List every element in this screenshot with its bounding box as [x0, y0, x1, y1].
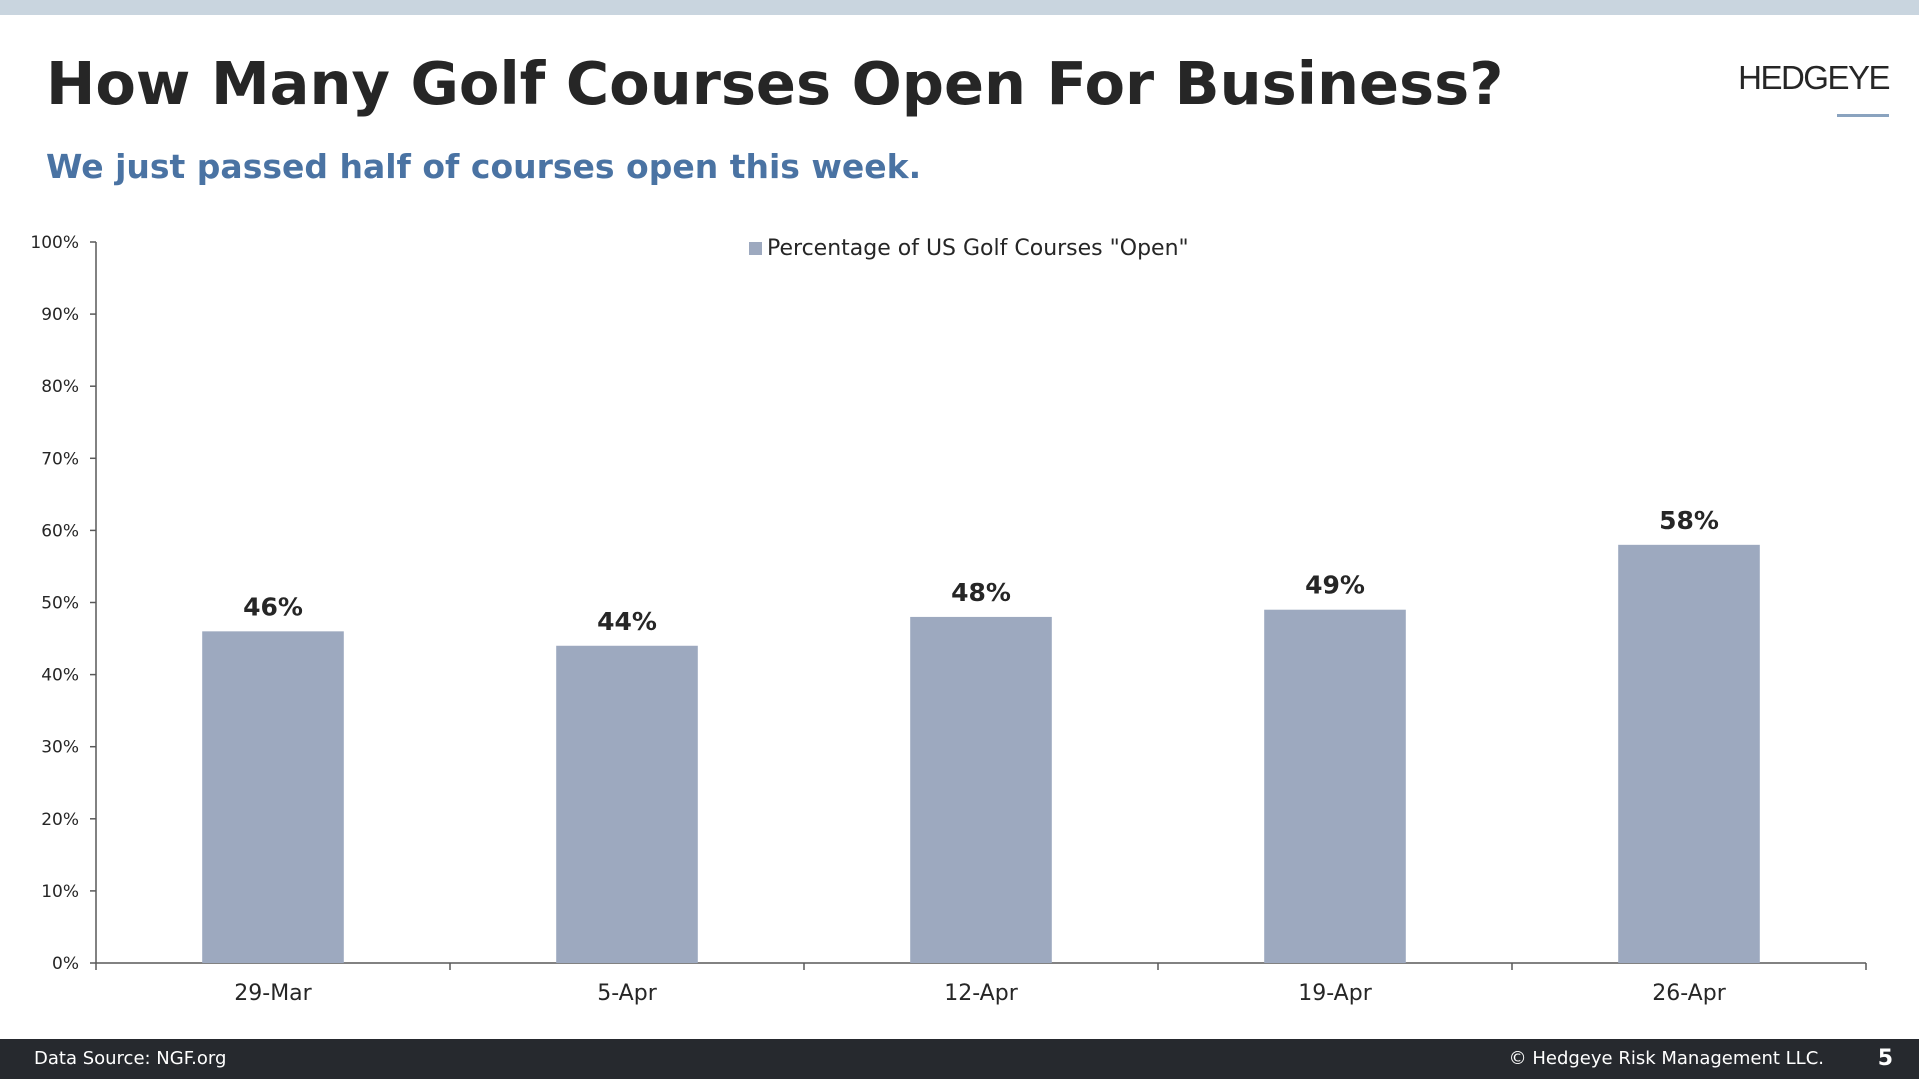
bar — [1264, 609, 1406, 963]
y-tick-label: 20% — [41, 810, 79, 830]
data-label: 44% — [597, 607, 657, 636]
logo-text: HEDGEYE — [1738, 59, 1890, 96]
page-title: How Many Golf Courses Open For Business? — [46, 49, 1504, 118]
bar — [1618, 544, 1760, 963]
y-tick-label: 80% — [41, 377, 79, 397]
data-label: 46% — [243, 592, 303, 621]
data-labels: 46% 44% 48% 49% 58% — [243, 506, 1719, 636]
y-tick-label: 70% — [41, 449, 79, 469]
x-tick-label: 26-Apr — [1652, 981, 1726, 1006]
y-axis: 0% 10% 20% 30% 40% 50% 60% 70% 80% 90% 100% — [30, 233, 97, 974]
bar-series — [202, 544, 1760, 963]
top-accent-bar — [0, 0, 1919, 15]
x-tick-label: 19-Apr — [1298, 981, 1372, 1006]
bar-chart: 0% 10% 20% 30% 40% 50% 60% 70% 80% 90% 100% 29-Mar… — [30, 233, 1867, 1006]
logo-underline — [1837, 114, 1889, 117]
x-tick-label: 5-Apr — [597, 981, 657, 1006]
hedgeye-logo: HEDGEYE — [1700, 56, 1890, 120]
legend-label: Percentage of US Golf Courses "Open" — [767, 236, 1189, 261]
copyright-note: © Hedgeye Risk Management LLC. — [1508, 1048, 1824, 1069]
bar — [556, 645, 698, 963]
y-tick-label: 0% — [52, 954, 79, 974]
x-tick-label: 12-Apr — [944, 981, 1018, 1006]
page-number: 5 — [1877, 1046, 1893, 1071]
legend-swatch — [749, 242, 762, 255]
bar — [910, 616, 1052, 963]
y-tick-label: 90% — [41, 305, 79, 325]
data-label: 48% — [951, 578, 1011, 607]
data-label: 58% — [1659, 506, 1719, 535]
x-tick-label: 29-Mar — [234, 981, 312, 1006]
y-tick-label: 50% — [41, 594, 79, 614]
y-tick-label: 60% — [41, 521, 79, 541]
y-tick-label: 30% — [41, 738, 79, 758]
data-source-note: Data Source: NGF.org — [34, 1048, 227, 1069]
data-label: 49% — [1305, 571, 1365, 600]
footer-bar: Data Source: NGF.org © Hedgeye Risk Mana… — [0, 1039, 1919, 1079]
x-axis: 29-Mar 5-Apr 12-Apr 19-Apr 26-Apr — [95, 962, 1867, 1006]
page-subtitle: We just passed half of courses open this… — [46, 147, 922, 186]
legend: Percentage of US Golf Courses "Open" — [749, 236, 1189, 261]
y-tick-label: 40% — [41, 666, 79, 686]
y-tick-label: 10% — [41, 882, 79, 902]
y-tick-label: 100% — [30, 233, 79, 253]
bar — [202, 631, 344, 963]
